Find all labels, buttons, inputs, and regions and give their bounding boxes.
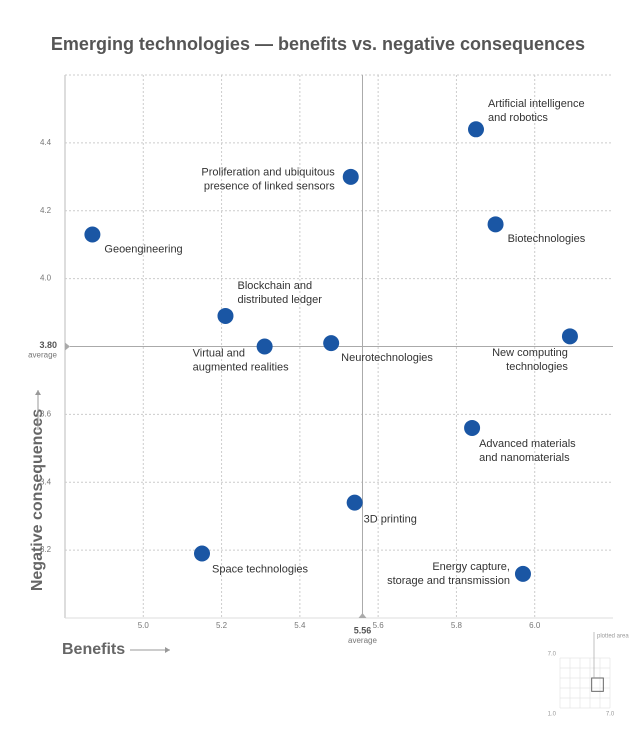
- average-x-sub: average: [348, 636, 377, 645]
- point: [346, 494, 363, 511]
- y-tick-label: 4.4: [40, 138, 52, 147]
- point-label: Proliferation and ubiquitous: [201, 167, 335, 179]
- point-label: distributed ledger: [237, 294, 322, 306]
- point-label: Energy capture,: [432, 561, 510, 573]
- y-tick-label: 3.6: [40, 409, 52, 418]
- x-axis-arrowhead: [165, 647, 170, 653]
- point-label: Neurotechnologies: [341, 352, 433, 364]
- inset-area: [591, 677, 604, 692]
- point: [514, 565, 531, 582]
- point: [217, 307, 234, 324]
- y-tick-label: 4.2: [40, 206, 52, 215]
- point: [323, 335, 340, 352]
- point-label: Blockchain and: [237, 280, 312, 292]
- x-tick-label: 5.8: [451, 621, 463, 630]
- point-label: New computing: [492, 347, 568, 359]
- point-label: Advanced materials: [479, 438, 576, 450]
- point: [342, 168, 359, 185]
- x-tick-label: 5.2: [216, 621, 228, 630]
- y-tick-label: 4.0: [40, 274, 52, 283]
- point-label: Virtual and: [193, 347, 245, 359]
- average-marker: [65, 342, 70, 351]
- y-axis-arrowhead: [35, 390, 41, 395]
- point-label: Space technologies: [212, 563, 309, 575]
- average-y-label: 3.80: [39, 340, 57, 350]
- chart-title: Emerging technologies — benefits vs. neg…: [51, 34, 585, 54]
- point-label: presence of linked sensors: [204, 181, 335, 193]
- inset-tick: 7.0: [606, 712, 615, 718]
- point-label: Geoengineering: [104, 243, 182, 255]
- point: [561, 328, 578, 345]
- x-tick-label: 5.6: [373, 621, 385, 630]
- y-tick-label: 3.4: [40, 477, 52, 486]
- point-label: technologies: [506, 361, 568, 373]
- average-y-sub: average: [28, 351, 57, 360]
- point: [468, 121, 484, 138]
- inset-tick: 7.0: [548, 652, 557, 658]
- point-label: Artificial intelligence: [488, 98, 585, 110]
- inset-label: plotted area: [597, 634, 629, 640]
- point: [464, 419, 481, 436]
- point: [84, 226, 101, 243]
- point-label: 3D printing: [364, 514, 417, 526]
- average-x-label: 5.56: [354, 625, 372, 635]
- y-tick-label: 3.2: [40, 545, 52, 554]
- y-axis-label: Negative consequences: [29, 409, 46, 591]
- point-label: and robotics: [488, 112, 548, 124]
- x-tick-label: 6.0: [529, 621, 541, 630]
- point-label: storage and transmission: [387, 575, 510, 587]
- x-tick-label: 5.0: [138, 621, 150, 630]
- average-marker: [358, 613, 367, 618]
- point: [194, 545, 210, 562]
- point-label: and nanomaterials: [479, 452, 570, 464]
- x-axis-label: Benefits: [62, 641, 125, 658]
- inset-tick: 1.0: [548, 712, 557, 718]
- point-label: Biotechnologies: [508, 233, 586, 245]
- point-label: augmented realities: [193, 361, 290, 373]
- point: [487, 216, 504, 233]
- point: [256, 338, 273, 355]
- x-tick-label: 5.4: [294, 621, 306, 630]
